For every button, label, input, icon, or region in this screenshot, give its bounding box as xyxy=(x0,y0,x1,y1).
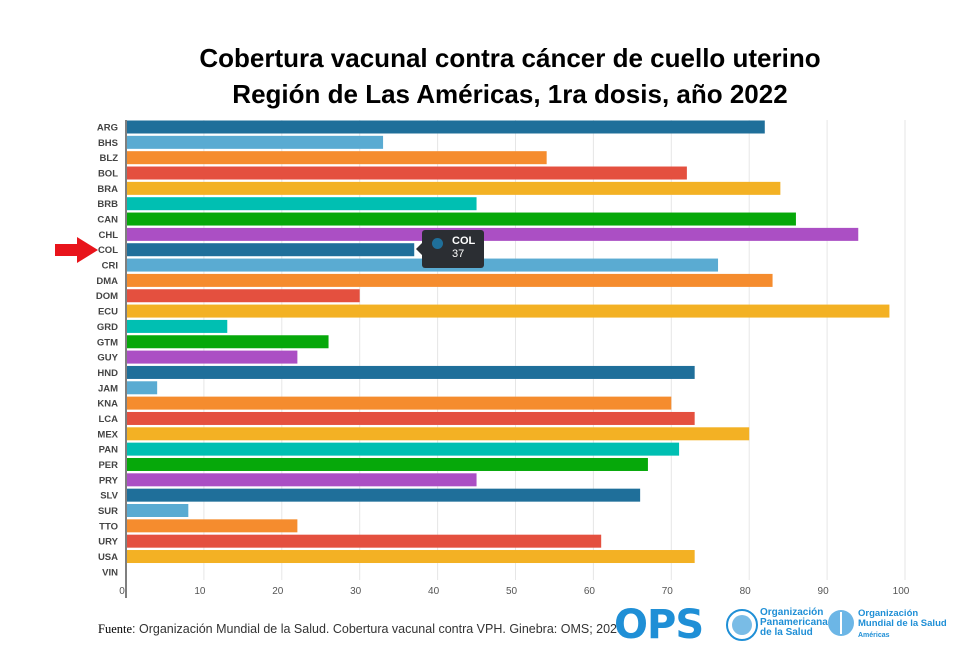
chart-title: Cobertura vacunal contra cáncer de cuell… xyxy=(199,43,821,73)
source-text: : Organización Mundial de la Salud. Cobe… xyxy=(132,622,628,636)
bar-pan xyxy=(127,442,680,456)
y-category-label: CHL xyxy=(98,230,118,241)
bar-grd xyxy=(127,319,228,333)
bar-bol xyxy=(127,166,687,180)
tooltip-label: COL xyxy=(452,235,476,247)
y-category-label: CRI xyxy=(102,261,118,272)
y-category-label: JAM xyxy=(98,383,118,394)
y-category-label: GRD xyxy=(97,322,118,333)
bar-can xyxy=(127,212,796,226)
tooltip-value: 37 xyxy=(452,248,465,260)
bar-guy xyxy=(127,350,298,364)
y-category-label: USA xyxy=(98,552,118,563)
y-category-label: BRB xyxy=(97,199,118,210)
y-category-label: SLV xyxy=(100,491,118,502)
y-category-label: TTO xyxy=(99,521,118,532)
who-emblem-icon xyxy=(828,610,854,636)
bar-jam xyxy=(127,381,158,395)
x-tick-label: 20 xyxy=(272,586,284,597)
y-category-label: BLZ xyxy=(100,153,119,164)
x-tick-label: 80 xyxy=(740,586,752,597)
y-category-label: KNA xyxy=(97,399,118,410)
source-note: Fuente: Organización Mundial de la Salud… xyxy=(98,622,627,637)
x-tick-label: 50 xyxy=(506,586,518,597)
y-category-label: URY xyxy=(98,537,118,548)
x-tick-label: 10 xyxy=(194,586,206,597)
bar-gtm xyxy=(127,335,329,349)
bar-arg xyxy=(127,120,765,134)
bar-blz xyxy=(127,151,547,165)
paho-line-2: Panamericana xyxy=(760,617,828,628)
who-region: Américas xyxy=(858,632,890,639)
bar-per xyxy=(127,457,648,471)
who-name: Organización Mundial de la Salud América… xyxy=(858,609,947,641)
y-category-label: GTM xyxy=(97,337,118,348)
y-category-label: BHS xyxy=(98,138,118,149)
y-category-label: GUY xyxy=(97,353,118,364)
bar-chl xyxy=(127,227,859,241)
bar-slv xyxy=(127,488,641,502)
y-category-label: BOL xyxy=(98,169,118,180)
bar-dom xyxy=(127,289,360,303)
y-category-label: DOM xyxy=(96,291,118,302)
bar-lca xyxy=(127,411,695,425)
x-tick-label: 40 xyxy=(428,586,440,597)
bar-tto xyxy=(127,519,298,533)
y-category-label: SUR xyxy=(98,506,118,517)
paho-emblem-icon xyxy=(726,609,758,641)
x-tick-label: 70 xyxy=(662,586,674,597)
bar-pry xyxy=(127,473,477,487)
chart-subtitle: Región de Las Américas, 1ra dosis, año 2… xyxy=(232,79,788,109)
bar-brb xyxy=(127,197,477,211)
bar-mex xyxy=(127,427,750,441)
x-tick-label: 0 xyxy=(119,586,125,597)
paho-name: Organización Panamericana de la Salud xyxy=(760,608,828,638)
y-category-label: HND xyxy=(97,368,118,379)
x-tick-label: 30 xyxy=(350,586,362,597)
x-tick-label: 60 xyxy=(584,586,596,597)
tooltip-series-dot xyxy=(432,238,443,249)
y-category-label: PRY xyxy=(99,475,119,486)
who-line-1: Organización xyxy=(858,608,919,619)
ops-logo: OPS xyxy=(614,602,704,648)
ops-logo-text: OPS xyxy=(614,602,704,648)
source-label: Fuente xyxy=(98,622,133,636)
y-category-label: ECU xyxy=(98,307,118,318)
bar-kna xyxy=(127,396,672,410)
y-category-label: DMA xyxy=(96,276,118,287)
bar-bra xyxy=(127,181,781,195)
x-tick-label: 90 xyxy=(818,586,830,597)
y-category-label: PER xyxy=(98,460,118,471)
y-category-label: LCA xyxy=(98,414,118,425)
bar-bhs xyxy=(127,135,384,149)
tooltip: COL 37 xyxy=(416,230,484,268)
red-arrow-icon xyxy=(55,237,98,263)
bar-sur xyxy=(127,504,189,517)
bar-hnd xyxy=(127,365,695,379)
y-category-label: BRA xyxy=(97,184,118,195)
bar-col xyxy=(127,243,415,257)
bar-dma xyxy=(127,273,773,287)
paho-line-1: Organización xyxy=(760,607,824,618)
y-category-label: MEX xyxy=(97,429,118,440)
y-category-label: PAN xyxy=(99,445,118,456)
bar-ecu xyxy=(127,304,890,318)
who-line-2: Mundial de la Salud xyxy=(858,618,947,629)
y-category-label: ARG xyxy=(97,123,118,134)
y-category-label: CAN xyxy=(97,215,118,226)
y-category-label: VIN xyxy=(102,567,118,578)
paho-line-3: de la Salud xyxy=(760,627,813,638)
bar-usa xyxy=(127,550,695,564)
x-tick-label: 100 xyxy=(893,586,910,597)
bar-ury xyxy=(127,534,602,548)
y-category-label: COL xyxy=(98,245,118,256)
